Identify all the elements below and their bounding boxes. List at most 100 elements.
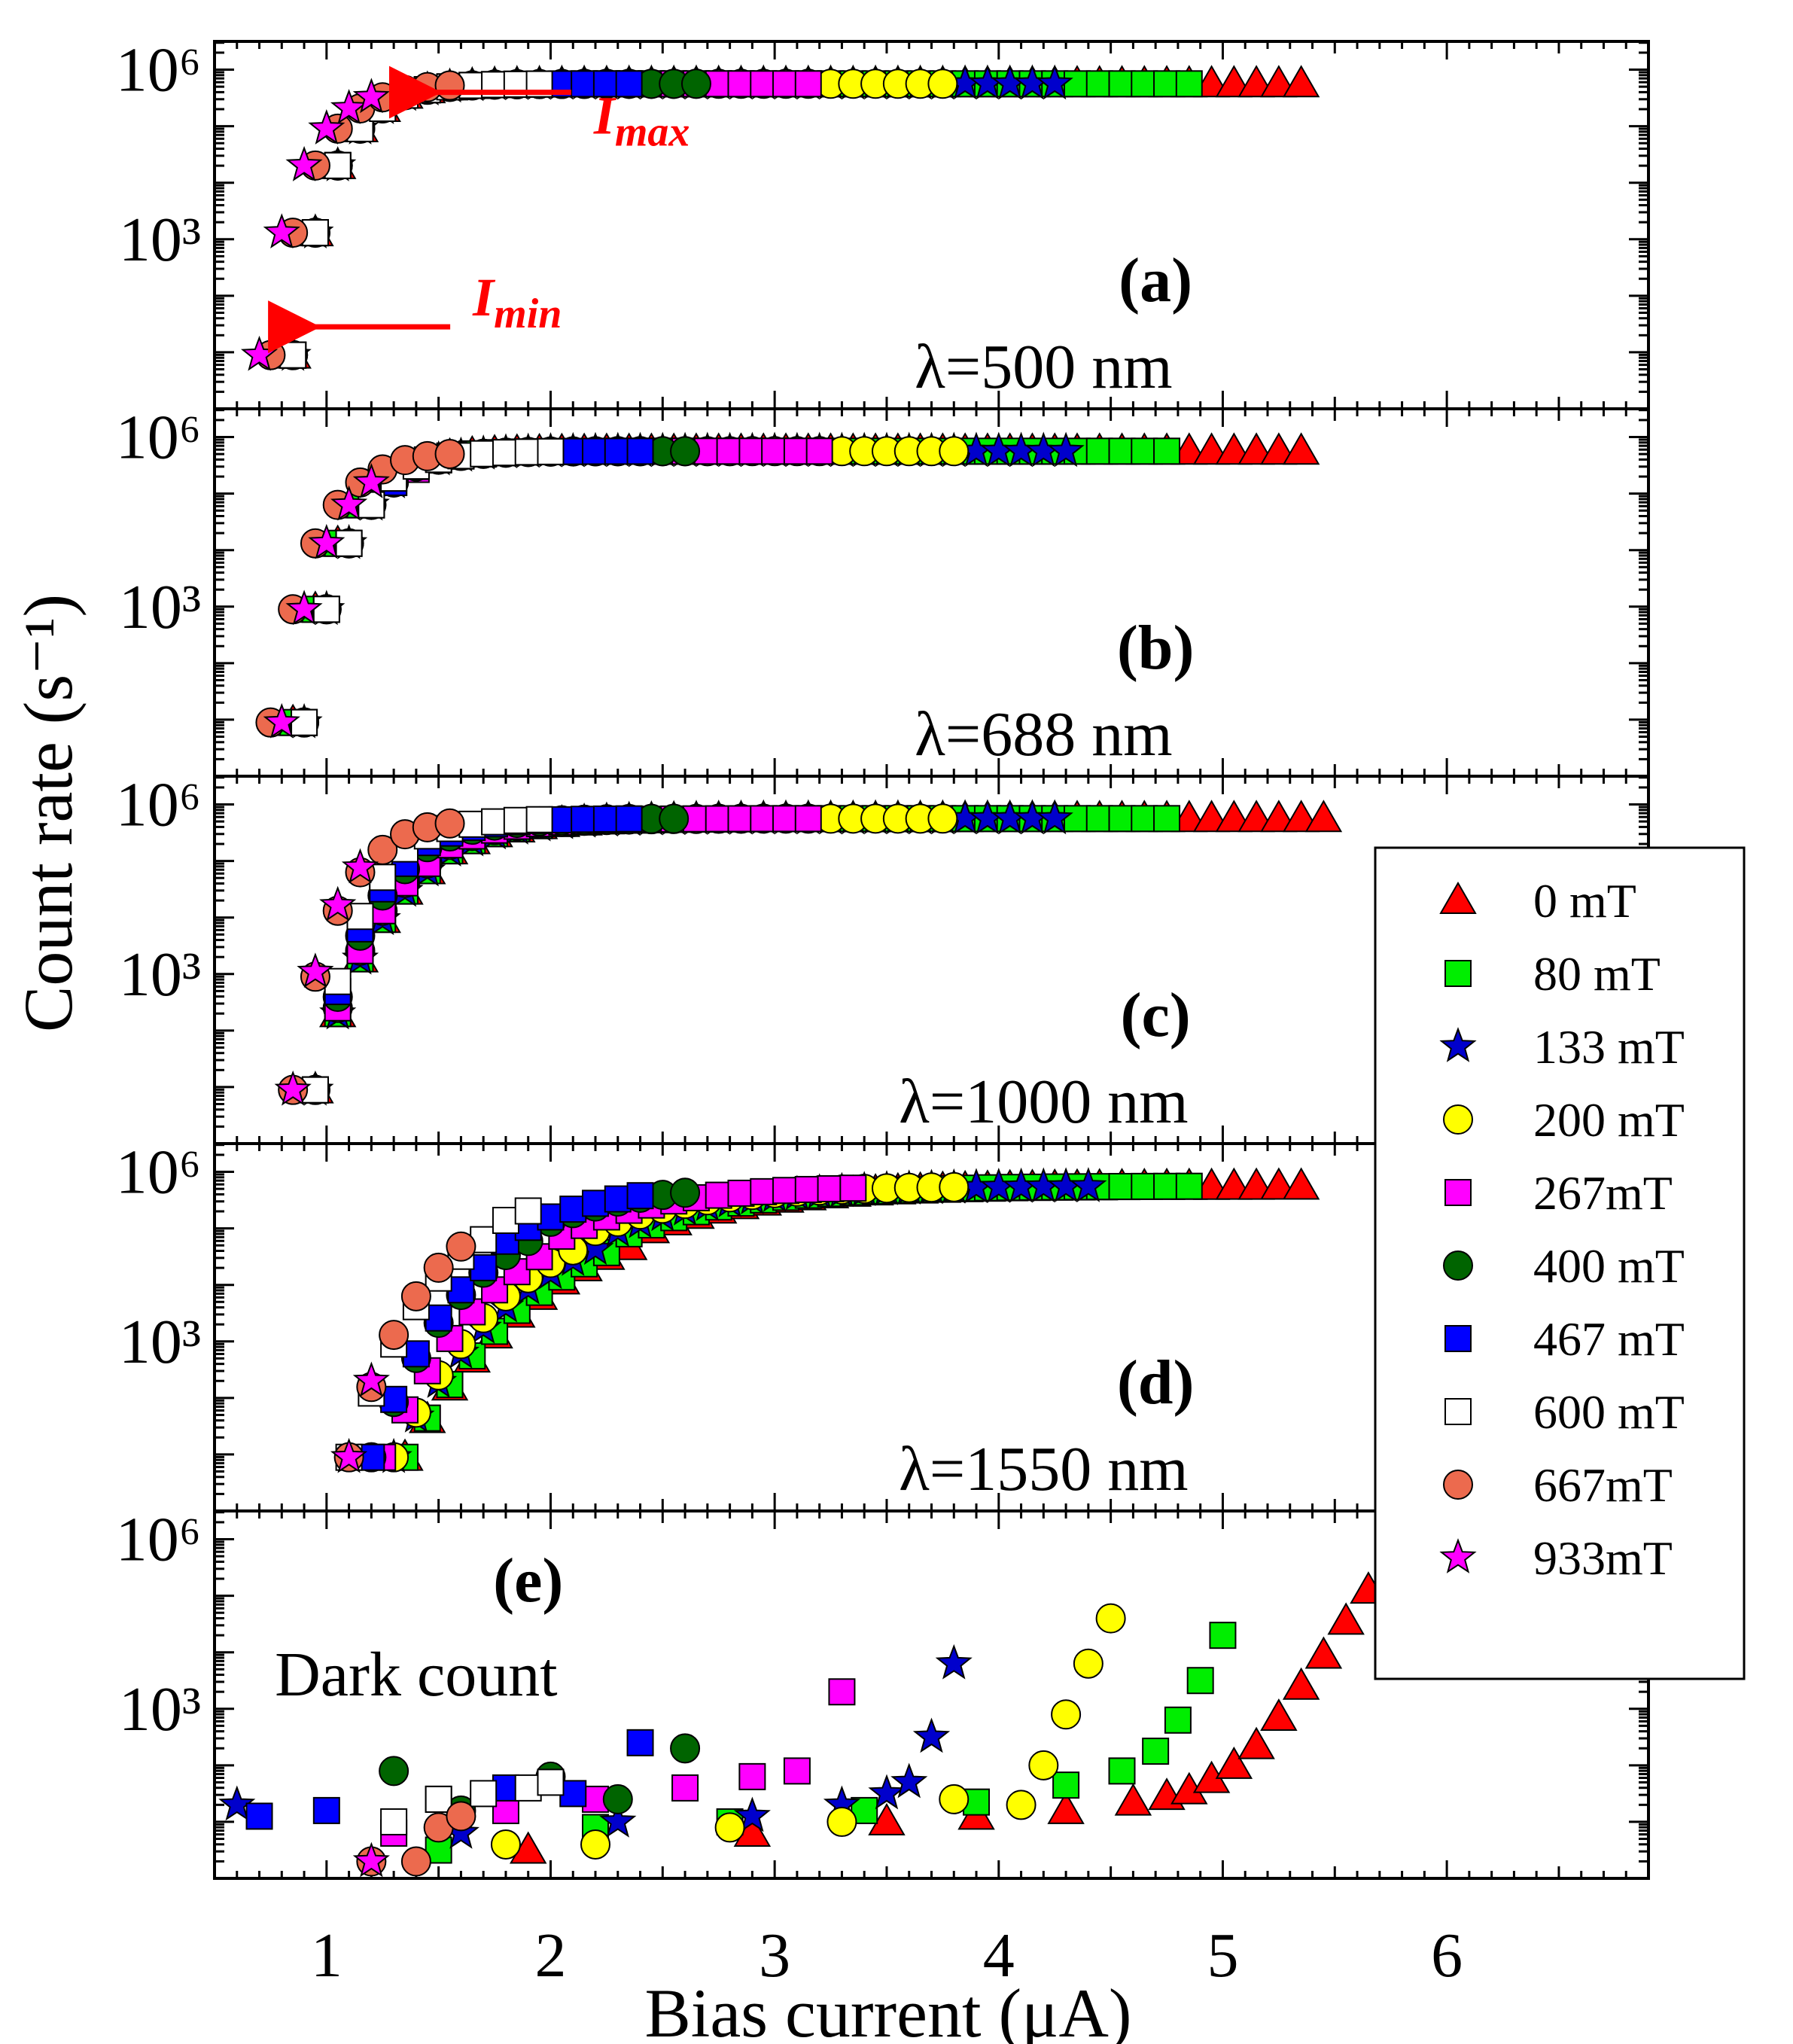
- y-tick-label: 10⁶: [116, 1505, 201, 1575]
- point-c: [1131, 805, 1158, 833]
- point-d: [514, 1197, 542, 1225]
- point-b: [939, 436, 970, 467]
- legend-marker: [1444, 1325, 1472, 1352]
- legend-marker: [1439, 1538, 1477, 1573]
- point-a: [727, 70, 755, 98]
- point-b: [335, 529, 363, 557]
- point-c: [592, 805, 620, 833]
- y-tick-label: 10⁶: [116, 35, 201, 105]
- point-b: [308, 523, 346, 559]
- point-d: [379, 1320, 409, 1351]
- point-e: [1073, 1648, 1104, 1679]
- point-e: [1327, 1602, 1365, 1635]
- legend-box: [1374, 846, 1746, 1680]
- point-e: [352, 1841, 390, 1878]
- point-e: [1095, 1603, 1126, 1634]
- point-b: [285, 589, 323, 626]
- legend: 0 mT 80 mT 133 mT 200 mT 267mT 400 mT 467 mT 60…: [1374, 846, 1746, 1680]
- point-e: [1186, 1667, 1214, 1695]
- point-e: [1006, 1790, 1037, 1820]
- point-e: [671, 1774, 699, 1802]
- annotation-label: Imin: [472, 267, 562, 337]
- point-b: [805, 437, 833, 465]
- point-d: [330, 1437, 368, 1473]
- point-a: [1108, 70, 1136, 98]
- legend-label: 80 mT: [1533, 947, 1661, 1001]
- point-c: [341, 848, 379, 884]
- point-e: [537, 1768, 565, 1796]
- point-e: [1282, 1667, 1320, 1700]
- point-e: [828, 1678, 856, 1706]
- point-c: [615, 805, 643, 833]
- point-a: [285, 145, 323, 181]
- point-e: [245, 1802, 273, 1830]
- legend-label: 267mT: [1533, 1166, 1673, 1220]
- point-e: [446, 1801, 476, 1832]
- legend-marker: [1439, 1027, 1477, 1062]
- legend-label: 0 mT: [1533, 874, 1636, 928]
- legend-label: 600 mT: [1533, 1385, 1685, 1439]
- wavelength-label: λ=688 nm: [915, 699, 1172, 769]
- point-c: [1108, 805, 1136, 833]
- point-d: [1175, 1172, 1203, 1200]
- point-c: [481, 808, 509, 836]
- point-b: [312, 596, 340, 623]
- point-e: [783, 1757, 811, 1785]
- point-d: [839, 1174, 867, 1202]
- point-e: [1028, 1750, 1059, 1781]
- point-e: [1304, 1636, 1343, 1669]
- point-a: [330, 89, 368, 124]
- point-a: [794, 70, 822, 98]
- y-tick-label: 10⁶: [116, 403, 201, 473]
- legend-label: 667mT: [1533, 1458, 1673, 1512]
- point-d: [939, 1171, 970, 1202]
- legend-marker: [1444, 1179, 1472, 1206]
- point-d: [559, 1196, 587, 1223]
- point-c: [525, 806, 553, 833]
- point-e: [1142, 1738, 1170, 1765]
- point-b: [352, 463, 390, 498]
- legend-label: 467 mT: [1533, 1312, 1685, 1366]
- point-a: [352, 78, 390, 114]
- point-d: [817, 1174, 845, 1202]
- y-tick-label: 10³: [119, 940, 201, 1010]
- point-e: [380, 1808, 408, 1835]
- point-b: [434, 438, 465, 469]
- point-e: [733, 1796, 771, 1832]
- point-c: [319, 885, 357, 921]
- legend-marker: [1439, 881, 1477, 914]
- panel-label: (b): [1117, 613, 1195, 683]
- point-e: [470, 1780, 498, 1808]
- point-d: [772, 1177, 800, 1205]
- point-b: [492, 439, 519, 467]
- point-c: [1304, 800, 1343, 833]
- point-a: [1175, 70, 1203, 98]
- point-d: [670, 1177, 701, 1208]
- data-points-c: [274, 799, 1343, 1106]
- point-a: [615, 70, 643, 98]
- legend-label: 133 mT: [1533, 1020, 1685, 1074]
- point-c: [705, 805, 732, 833]
- wavelength-label: Dark count: [275, 1640, 558, 1710]
- point-e: [912, 1717, 951, 1753]
- point-d: [1282, 1167, 1320, 1200]
- point-e: [1052, 1771, 1080, 1799]
- point-d: [1070, 1167, 1107, 1202]
- point-d: [423, 1252, 454, 1283]
- point-a: [434, 70, 465, 101]
- x-tick-label: 5: [1207, 1921, 1238, 1991]
- point-c: [727, 805, 755, 833]
- point-e: [826, 1806, 857, 1837]
- x-axis-label: Bias current (μA): [644, 1975, 1131, 2044]
- point-c: [750, 805, 778, 833]
- point-e: [1108, 1757, 1136, 1785]
- data-points-e: [218, 1571, 1387, 1878]
- point-b: [330, 485, 368, 521]
- y-tick-label: 10³: [119, 205, 201, 275]
- point-d: [582, 1190, 610, 1217]
- point-b: [1047, 431, 1085, 468]
- x-axis-title: Bias current (μA): [644, 1975, 1131, 2044]
- point-e: [559, 1780, 587, 1808]
- x-tick-label: 3: [759, 1921, 790, 1991]
